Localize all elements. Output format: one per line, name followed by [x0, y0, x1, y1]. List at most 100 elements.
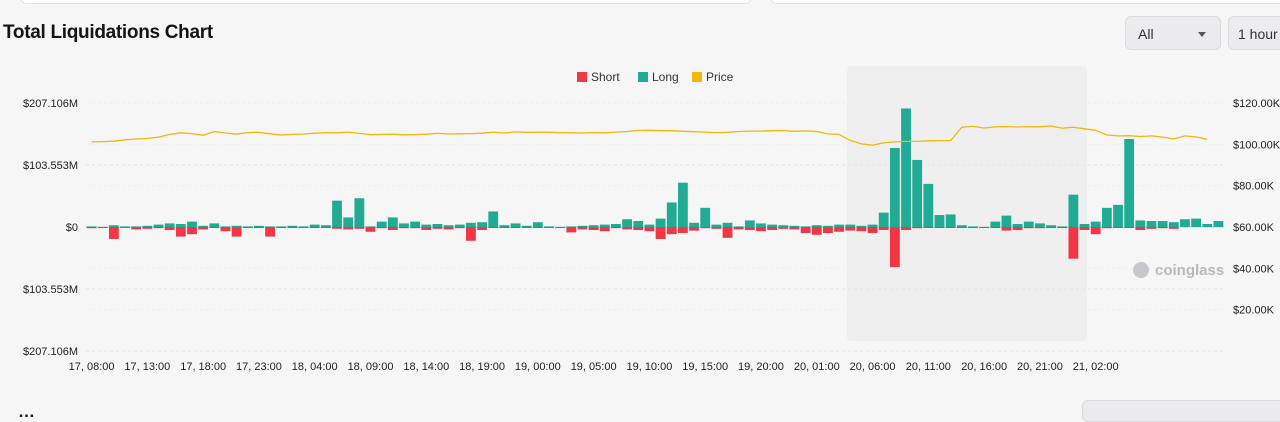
legend-label-long[interactable]: Long: [652, 70, 679, 84]
long-bar[interactable]: [298, 226, 309, 228]
long-bar[interactable]: [856, 225, 867, 227]
short-bar[interactable]: [555, 227, 566, 228]
short-bar[interactable]: [744, 227, 755, 230]
short-bar[interactable]: [120, 227, 130, 228]
short-bar[interactable]: [566, 227, 577, 233]
short-bar[interactable]: [454, 227, 465, 229]
short-bar[interactable]: [477, 227, 487, 230]
long-bar[interactable]: [466, 222, 476, 227]
interval-select[interactable]: 1 hour: [1228, 16, 1280, 50]
long-bar[interactable]: [454, 224, 465, 227]
short-bar[interactable]: [131, 227, 142, 230]
long-bar[interactable]: [332, 200, 342, 227]
long-bar[interactable]: [1023, 221, 1034, 227]
short-bar[interactable]: [164, 227, 175, 230]
short-bar[interactable]: [1023, 227, 1034, 229]
short-bar[interactable]: [1046, 227, 1056, 228]
long-bar[interactable]: [1146, 221, 1157, 227]
short-bar[interactable]: [666, 227, 677, 235]
long-bar[interactable]: [1090, 221, 1101, 227]
short-bar[interactable]: [901, 227, 911, 230]
long-bar[interactable]: [320, 225, 331, 227]
short-bar[interactable]: [97, 227, 108, 228]
short-bar[interactable]: [968, 227, 978, 228]
short-bar[interactable]: [856, 227, 867, 232]
long-bar[interactable]: [1202, 224, 1213, 227]
legend-swatch-short[interactable]: [577, 72, 587, 82]
short-bar[interactable]: [1135, 227, 1146, 230]
short-bar[interactable]: [521, 227, 532, 228]
long-bar[interactable]: [532, 222, 543, 227]
long-bar[interactable]: [722, 222, 733, 227]
legend-swatch-price[interactable]: [692, 72, 702, 82]
long-bar[interactable]: [789, 225, 800, 227]
long-bar[interactable]: [700, 207, 711, 227]
long-bar[interactable]: [901, 108, 911, 227]
short-bar[interactable]: [990, 227, 1001, 228]
long-bar[interactable]: [889, 147, 900, 227]
short-bar[interactable]: [577, 227, 588, 230]
long-bar[interactable]: [354, 198, 365, 227]
long-bar[interactable]: [86, 226, 97, 228]
long-bar[interactable]: [108, 225, 119, 227]
short-bar[interactable]: [1068, 227, 1079, 259]
short-bar[interactable]: [254, 227, 264, 228]
long-bar[interactable]: [956, 225, 967, 227]
short-bar[interactable]: [287, 227, 298, 228]
short-bar[interactable]: [767, 227, 778, 230]
long-bar[interactable]: [611, 224, 621, 227]
short-bar[interactable]: [823, 227, 833, 233]
short-bar[interactable]: [845, 227, 856, 231]
short-bar[interactable]: [309, 227, 320, 228]
legend-label-price[interactable]: Price: [706, 70, 734, 84]
long-bar[interactable]: [376, 221, 387, 227]
short-bar[interactable]: [466, 227, 476, 241]
short-bar[interactable]: [889, 227, 900, 268]
short-bar[interactable]: [410, 227, 421, 229]
long-bar[interactable]: [242, 226, 253, 228]
short-bar[interactable]: [510, 227, 521, 228]
long-bar[interactable]: [934, 215, 945, 227]
long-bar[interactable]: [432, 224, 443, 227]
long-bar[interactable]: [220, 226, 231, 228]
short-bar[interactable]: [633, 227, 644, 230]
long-bar[interactable]: [521, 225, 532, 227]
long-bar[interactable]: [131, 226, 142, 228]
long-bar[interactable]: [343, 217, 354, 227]
long-bar[interactable]: [1124, 138, 1135, 227]
short-bar[interactable]: [1168, 227, 1179, 229]
long-bar[interactable]: [588, 225, 599, 227]
short-bar[interactable]: [209, 227, 220, 228]
short-bar[interactable]: [912, 227, 923, 229]
long-bar[interactable]: [1079, 224, 1090, 227]
long-bar[interactable]: [198, 225, 209, 227]
long-bar[interactable]: [421, 224, 432, 227]
long-bar[interactable]: [410, 221, 421, 227]
long-bar[interactable]: [577, 225, 588, 227]
long-bar[interactable]: [744, 220, 755, 227]
short-bar[interactable]: [655, 227, 666, 239]
long-bar[interactable]: [756, 223, 766, 227]
long-bar[interactable]: [265, 226, 275, 228]
long-bar[interactable]: [231, 225, 242, 227]
next-section-control[interactable]: [1082, 400, 1280, 422]
short-bar[interactable]: [298, 227, 309, 228]
short-bar[interactable]: [1001, 227, 1012, 231]
short-bar[interactable]: [789, 227, 800, 230]
long-bar[interactable]: [644, 224, 655, 227]
short-bar[interactable]: [979, 227, 990, 228]
long-bar[interactable]: [1157, 221, 1168, 227]
short-bar[interactable]: [611, 227, 621, 229]
short-bar[interactable]: [354, 227, 365, 229]
short-bar[interactable]: [399, 227, 409, 229]
short-bar[interactable]: [756, 227, 766, 232]
short-bar[interactable]: [1101, 227, 1112, 229]
legend-swatch-long[interactable]: [638, 72, 648, 82]
long-bar[interactable]: [209, 223, 220, 227]
long-bar[interactable]: [1180, 219, 1190, 227]
long-bar[interactable]: [1101, 207, 1112, 227]
short-bar[interactable]: [86, 227, 97, 229]
short-bar[interactable]: [711, 227, 722, 229]
long-bar[interactable]: [800, 226, 811, 228]
short-bar[interactable]: [945, 227, 956, 228]
